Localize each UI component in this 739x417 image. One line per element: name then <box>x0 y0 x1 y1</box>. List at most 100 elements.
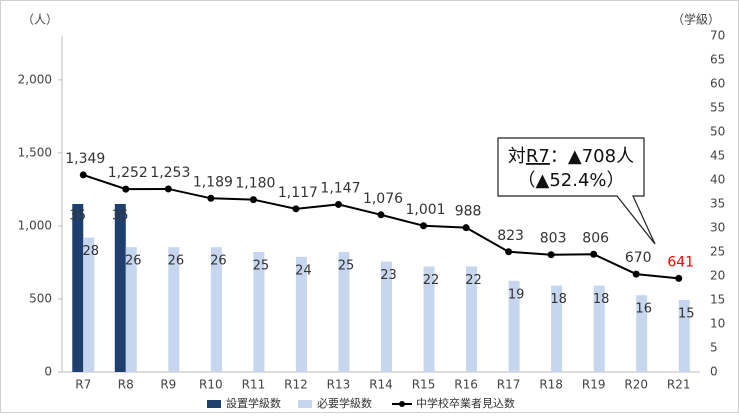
bar-value-label: 26 <box>210 254 227 269</box>
x-tick-label: R17 <box>497 378 521 392</box>
callout-box <box>497 137 656 245</box>
y2-tick-label: 35 <box>710 197 725 211</box>
line-point <box>377 211 385 219</box>
bar-value-label: 25 <box>338 259 355 274</box>
line-point <box>334 200 342 208</box>
y2-tick-label: 10 <box>710 317 725 331</box>
y2-tick-label: 0 <box>710 365 718 379</box>
bar-value-label: 35 <box>69 209 86 224</box>
line-point <box>590 250 598 258</box>
y2-tick-label: 50 <box>710 125 725 139</box>
bar-value-label: 24 <box>295 263 312 278</box>
y2-axis-label: （学級） <box>672 12 720 27</box>
callout-line2: （▲52.4%） <box>517 170 624 191</box>
line-point <box>292 205 300 213</box>
line-value-label: 1,189 <box>193 174 233 190</box>
bar <box>114 204 126 372</box>
line-value-label: 988 <box>455 204 482 220</box>
x-tick-label: R11 <box>242 378 266 392</box>
bar <box>423 266 435 372</box>
line-value-label: 1,180 <box>235 176 275 192</box>
bar <box>508 280 520 372</box>
line-value-label: 670 <box>625 250 652 266</box>
line-value-label: 1,076 <box>363 191 403 207</box>
line-value-label: 1,001 <box>405 202 445 218</box>
callout-part: ：▲708人 <box>550 146 634 167</box>
line-value-label: 1,117 <box>278 185 318 201</box>
y2-tick-label: 15 <box>710 293 725 307</box>
bar <box>295 256 307 372</box>
legend-label: 設置学級数 <box>226 396 281 410</box>
bar <box>466 266 478 372</box>
bar <box>210 247 222 372</box>
line-value-label: 1,252 <box>108 165 148 181</box>
line-point <box>164 185 172 193</box>
bar <box>253 252 265 372</box>
x-tick-label: R19 <box>582 378 606 392</box>
y2-tick-label: 40 <box>710 173 725 187</box>
line-point <box>207 194 215 202</box>
x-tick-label: R8 <box>118 378 134 392</box>
line-point <box>462 224 470 232</box>
y-tick-label: 0 <box>44 365 52 379</box>
y-tick-label: 1,500 <box>18 145 52 159</box>
legend-swatch <box>399 401 405 407</box>
bar <box>338 252 350 372</box>
x-tick-label: R7 <box>75 378 91 392</box>
bar-value-label: 25 <box>253 259 270 274</box>
callout-line1: 対R7：▲708人 <box>508 146 634 167</box>
x-tick-label: R18 <box>539 378 563 392</box>
x-tick-label: R13 <box>327 378 351 392</box>
y-tick-label: 500 <box>29 291 52 305</box>
y2-tick-label: 20 <box>710 269 725 283</box>
bar-value-label: 22 <box>423 273 440 288</box>
bar-value-label: 26 <box>125 254 142 269</box>
bar-value-label: 15 <box>678 307 695 322</box>
bar <box>125 247 137 372</box>
bar <box>83 237 95 372</box>
callout-part: R7 <box>526 146 550 167</box>
bar-value-label: 26 <box>168 254 185 269</box>
bar-value-label: 16 <box>635 302 652 317</box>
line-point <box>675 274 683 282</box>
x-tick-label: R10 <box>199 378 223 392</box>
y-tick-label: 1,000 <box>18 218 52 232</box>
bar <box>381 261 392 372</box>
bar <box>551 285 563 372</box>
y2-tick-label: 45 <box>710 149 725 163</box>
legend-swatch <box>298 400 312 408</box>
x-tick-label: R20 <box>624 378 648 392</box>
x-tick-label: R16 <box>454 378 478 392</box>
line-value-label: 1,253 <box>150 165 190 181</box>
bar <box>72 204 84 372</box>
line-point <box>632 270 640 278</box>
line-point <box>505 248 513 256</box>
y2-tick-label: 30 <box>710 221 725 235</box>
legend-label: 必要学級数 <box>317 396 372 410</box>
x-tick-label: R14 <box>369 378 393 392</box>
y2-tick-label: 55 <box>710 101 725 115</box>
y2-tick-label: 70 <box>710 29 725 43</box>
line-value-label: 1,147 <box>320 180 360 196</box>
bar-value-label: 19 <box>508 287 525 302</box>
bar-value-label: 18 <box>593 292 610 307</box>
bar <box>636 295 648 372</box>
x-tick-label: R21 <box>667 378 691 392</box>
legend-label: 中学校卒業者見込数 <box>416 396 515 410</box>
line-value-label: 806 <box>582 230 609 246</box>
bar-value-label: 28 <box>82 244 99 259</box>
bar <box>168 247 180 372</box>
y-tick-label: 2,000 <box>18 72 52 86</box>
y2-tick-label: 65 <box>710 53 725 67</box>
line-point <box>79 171 87 179</box>
line-value-label: 641 <box>667 254 694 270</box>
x-tick-label: R12 <box>284 378 308 392</box>
line-value-label: 823 <box>497 228 524 244</box>
line-point <box>547 251 555 259</box>
legend-swatch <box>207 400 221 408</box>
bar <box>593 285 605 372</box>
y-axis-label: （人） <box>22 13 58 27</box>
line-point <box>420 222 428 230</box>
bar-value-label: 23 <box>380 268 397 283</box>
